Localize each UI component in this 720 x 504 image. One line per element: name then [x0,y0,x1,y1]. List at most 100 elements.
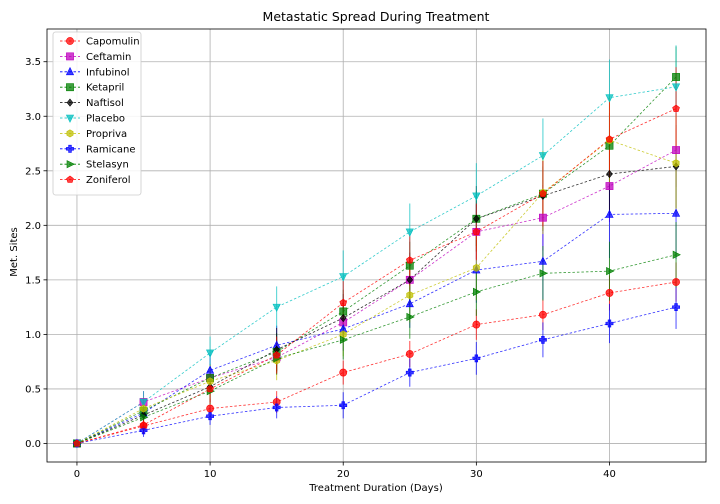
legend-label: Propriva [86,129,127,140]
chart-title: Metastatic Spread During Treatment [263,9,490,24]
data-point [672,104,680,112]
data-point [672,278,680,286]
data-point [606,169,613,179]
data-point [206,412,214,421]
data-point [473,287,482,296]
y-axis-label: Met. Sites [9,227,20,276]
data-point [672,73,680,81]
data-point [73,439,81,447]
legend-label: Placebo [86,114,125,125]
data-point [406,291,414,300]
series-markers [72,73,681,449]
legend-label: Zoniferol [86,175,131,186]
data-point [472,320,481,329]
series-line [76,149,677,444]
data-point [672,250,681,259]
data-point [539,213,547,222]
data-point [472,263,480,272]
y-tick-label: 2.5 [25,166,41,177]
y-tick-label: 1.5 [25,275,41,286]
series-line [76,76,677,444]
data-point [139,398,148,407]
legend: Capomulin Ceftamin Infubinol Ketapril Naftis… [52,31,142,196]
data-point [405,298,414,308]
x-tick-label: 10 [204,469,217,480]
data-point [139,426,148,435]
data-point [539,335,547,344]
y-tick-label: 3.0 [25,112,41,123]
data-point [339,401,348,410]
data-point [539,310,547,319]
data-point [672,146,680,154]
data-point [272,351,281,359]
data-point [406,275,414,284]
data-point [272,303,281,312]
data-point [405,368,414,377]
x-axis-ticks: 0 10 20 30 40 [74,462,616,480]
y-tick-label: 2.0 [25,221,41,232]
data-point [405,350,414,358]
data-point [605,94,614,103]
data-point [672,303,680,312]
legend-box [52,31,142,196]
data-point [605,135,614,143]
data-point [140,413,149,422]
data-point [339,335,349,344]
data-point [472,354,481,363]
data-point [339,273,348,282]
data-point [539,189,547,197]
legend-marker [65,66,75,76]
legend-marker [66,160,75,169]
series-line [76,281,677,444]
grid [47,29,706,462]
legend-marker [65,114,75,123]
legend-marker [66,175,74,183]
data-point [538,256,547,265]
data-point [672,159,680,168]
y-tick-label: 0.5 [25,384,41,395]
series-line [76,212,677,444]
data-point [206,404,214,413]
series-line [76,254,677,444]
legend-label: Infubinol [86,67,130,78]
data-point [206,384,214,393]
y-tick-label: 1.0 [25,330,41,341]
data-point [405,228,414,237]
data-point [671,83,681,92]
legend-label: Stelasyn [86,160,129,171]
data-point [339,298,347,306]
legend-marker [66,37,74,45]
data-point [139,420,148,429]
data-point [406,256,414,264]
legend-label: Capomulin [86,37,140,48]
data-point [671,208,681,217]
y-tick-label: 3.5 [25,57,41,68]
series-line [76,166,677,444]
data-point [140,404,147,413]
legend-marker [66,98,74,107]
error-bars [143,45,677,437]
legend-marker [66,83,74,92]
data-point [538,152,547,161]
x-tick-label: 0 [74,469,80,480]
data-point [206,349,215,358]
y-axis-ticks: 0.0 0.5 1.0 1.5 2.0 2.5 3.0 3.5 [25,57,47,450]
series-line [76,306,677,444]
x-tick-label: 30 [470,469,483,480]
series-lines [76,76,677,444]
data-point [473,214,480,223]
data-point [605,209,614,218]
series-line [76,86,677,444]
data-point [272,403,281,412]
legend-label: Ceftamin [86,52,131,63]
y-tick-label: 0.0 [25,439,41,450]
data-point [605,182,614,190]
legend-marker [66,129,74,138]
data-point [339,368,348,377]
data-point [605,289,614,297]
x-tick-label: 40 [603,469,616,480]
legend-marker [66,52,74,61]
data-point [472,192,481,201]
plot-frame [46,28,707,463]
